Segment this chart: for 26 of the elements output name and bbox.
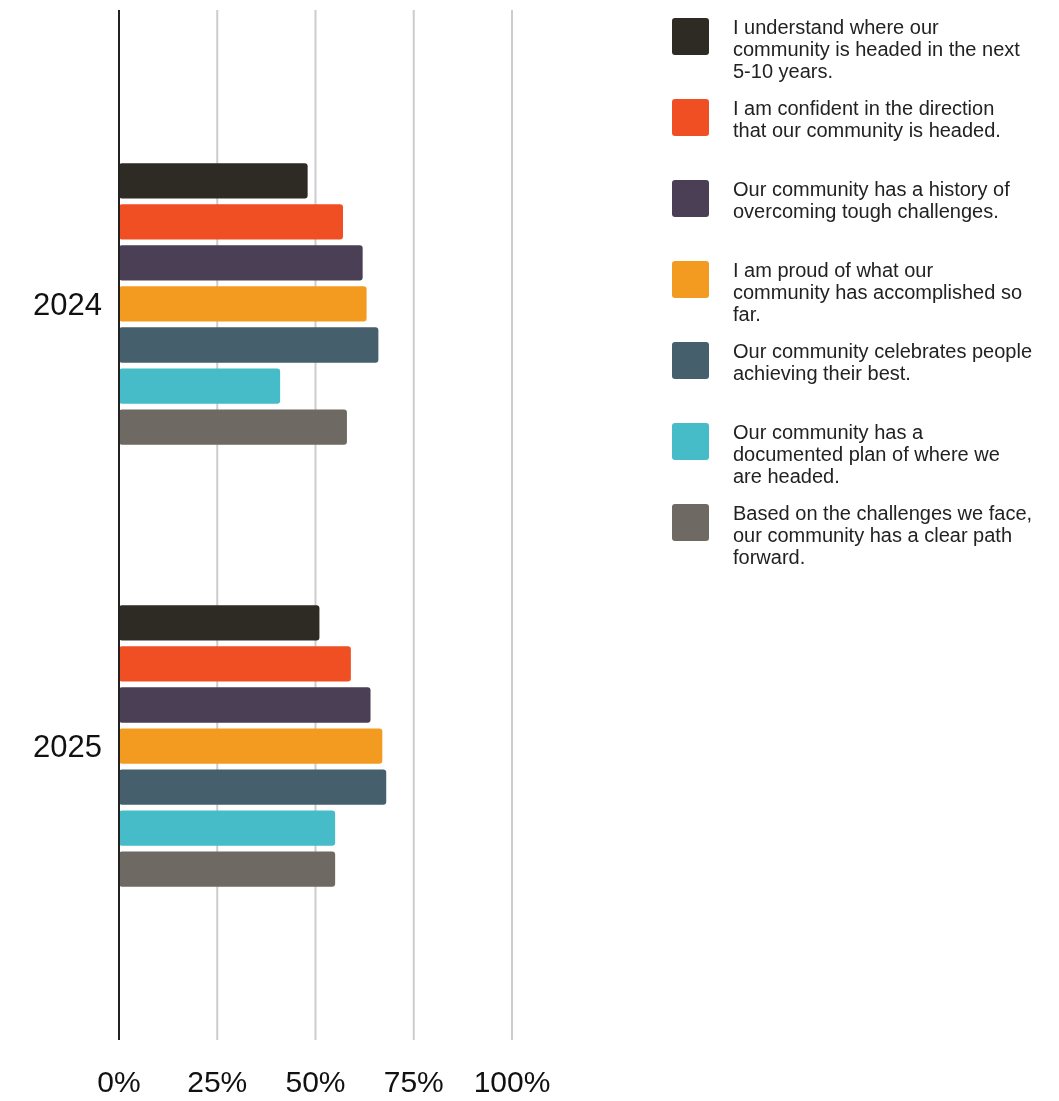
bar — [119, 286, 367, 322]
bar — [119, 368, 281, 404]
bar — [119, 728, 383, 764]
legend-label: I understand where our community is headed in the next 5-10 years. — [733, 16, 1021, 82]
x-tick-label: 50% — [285, 1065, 346, 1098]
bar — [119, 646, 351, 682]
legend-label: Our community has a history of overcoming tough challenges. — [733, 178, 1011, 222]
legend-label: I am proud of what our community has accomplished so far. — [733, 259, 1023, 325]
bar — [119, 409, 347, 445]
bar — [119, 327, 379, 363]
bar — [119, 810, 336, 846]
y-tick-label: 2024 — [33, 286, 102, 322]
bar — [119, 769, 387, 805]
y-tick-label: 2025 — [33, 729, 102, 765]
x-tick-label: 0% — [97, 1065, 141, 1098]
legend-label: I am confident in the direction that our community is headed. — [733, 97, 1001, 141]
bar — [119, 687, 371, 723]
x-tick-label: 75% — [383, 1065, 444, 1098]
bar — [119, 851, 336, 887]
legend-label: Our community celebrates people achieving their best. — [733, 340, 1033, 384]
x-tick-label: 100% — [473, 1065, 551, 1098]
bar — [119, 245, 363, 281]
bar — [119, 204, 344, 240]
legend-label: Our community has a documented plan of where we are headed. — [733, 421, 1000, 487]
x-tick-label: 25% — [187, 1065, 248, 1098]
legend-label: Based on the challenges we face, our community has a clear path forward. — [733, 502, 1033, 568]
